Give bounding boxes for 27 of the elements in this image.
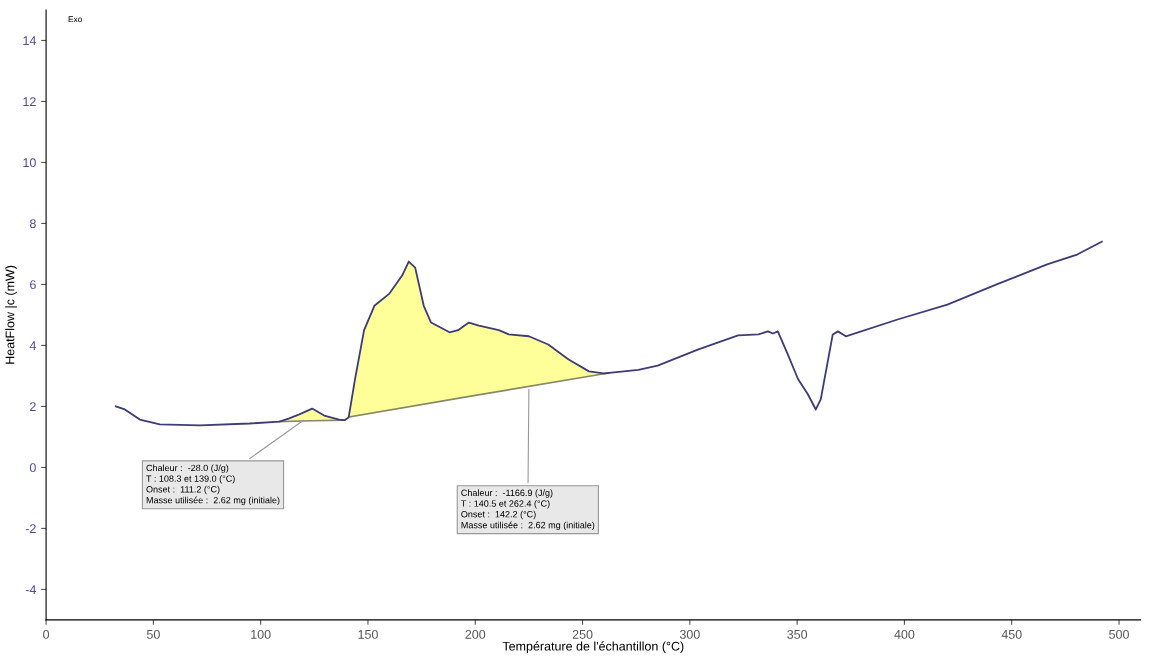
x-tick-label: 250 (572, 629, 593, 639)
y-tick-label: 12 (23, 97, 36, 106)
x-tick-label: 350 (787, 629, 808, 639)
x-tick-label: 300 (679, 629, 700, 639)
y-tick-label: -4 (25, 585, 36, 594)
annotation: Chaleur : -28.0 (J/g) T : 108.3 et 139.0 (°C) Onset : 111.2 (°C) Masse utilisée : 2.62 mg (initiale) (146, 464, 280, 506)
x-tick-label: 400 (894, 629, 915, 639)
x-tick-label: 100 (251, 629, 271, 639)
annotation: Chaleur : -1166.9 (J/g) T : 140.5 et 262.4 (°C) Onset : 142.2 (°C) Masse utilisée : 2.62 mg (initiale) (461, 489, 595, 531)
x-axis-title: Température de l'échantillon (°C) (502, 641, 684, 654)
annotation: Exo (68, 16, 82, 23)
line-series (114, 240, 1103, 427)
y-tick-label: 4 (29, 341, 36, 350)
y-tick-label: 2 (30, 402, 36, 411)
y-axis-title: HeatFlow |c (mW) (5, 265, 17, 364)
x-tick-label: 200 (465, 629, 486, 639)
x-tick-label: 0 (43, 629, 50, 639)
x-tick-label: 150 (358, 629, 378, 639)
y-tick-label: 0 (29, 463, 36, 473)
y-tick-label: 14 (23, 36, 36, 45)
y-tick-label: 8 (29, 219, 36, 229)
x-tick-label: 450 (1001, 629, 1022, 639)
y-tick-label: 10 (23, 158, 36, 168)
y-tick-label: -2 (25, 524, 36, 533)
x-tick-label: 50 (146, 629, 160, 639)
y-tick-label: 6 (30, 280, 36, 290)
x-tick-label: 500 (1109, 629, 1129, 639)
